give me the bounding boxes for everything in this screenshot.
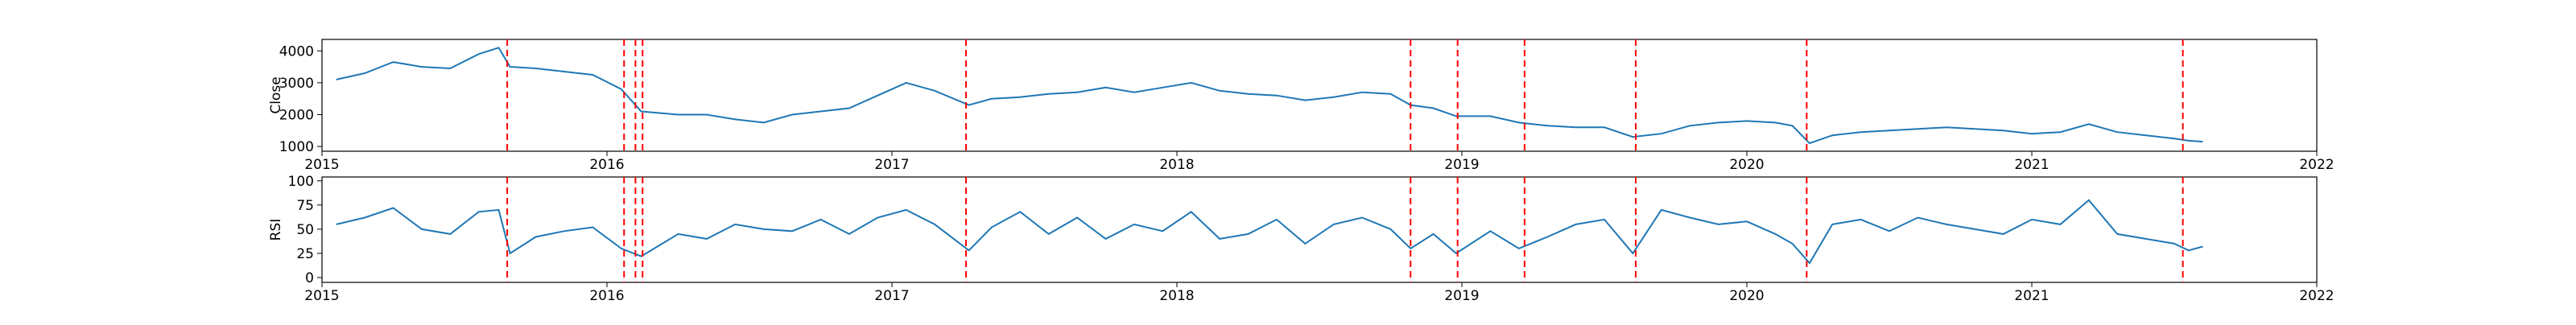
x-tick-label: 2022 bbox=[2299, 157, 2334, 173]
axes-frame bbox=[321, 39, 2318, 152]
x-tick-label: 2016 bbox=[589, 288, 624, 304]
x-tick-label: 2019 bbox=[1444, 288, 1479, 304]
y-tick-label: 100 bbox=[288, 174, 314, 190]
x-tick-label: 2017 bbox=[874, 157, 909, 173]
x-tick-label: 2019 bbox=[1444, 157, 1479, 173]
x-tick-label: 2015 bbox=[304, 157, 339, 173]
y-tick-label: 4000 bbox=[279, 43, 314, 60]
x-tick-label: 2018 bbox=[1159, 288, 1194, 304]
axes-frame bbox=[321, 176, 2318, 283]
y-axis-label: Close bbox=[268, 76, 284, 113]
x-tick-label: 2021 bbox=[2014, 157, 2049, 173]
y-tick-label: 25 bbox=[296, 246, 314, 262]
x-tick-label: 2015 bbox=[304, 288, 339, 304]
y-tick-label: 50 bbox=[296, 222, 314, 238]
y-tick-label: 2000 bbox=[279, 107, 314, 123]
x-tick-label: 2021 bbox=[2014, 288, 2049, 304]
y-axis-label: RSI bbox=[268, 219, 284, 241]
x-tick-label: 2020 bbox=[1729, 288, 1764, 304]
y-tick-label: 1000 bbox=[279, 139, 314, 155]
price-line bbox=[336, 47, 2203, 145]
x-tick-label: 2018 bbox=[1159, 157, 1194, 173]
y-tick-label: 0 bbox=[305, 270, 314, 286]
x-tick-label: 2016 bbox=[589, 157, 624, 173]
y-tick-label: 3000 bbox=[279, 76, 314, 92]
x-tick-label: 2020 bbox=[1729, 157, 1764, 173]
price-line bbox=[336, 199, 2203, 265]
y-tick-label: 75 bbox=[296, 198, 314, 214]
x-tick-label: 2022 bbox=[2299, 288, 2334, 304]
x-tick-label: 2017 bbox=[874, 288, 909, 304]
